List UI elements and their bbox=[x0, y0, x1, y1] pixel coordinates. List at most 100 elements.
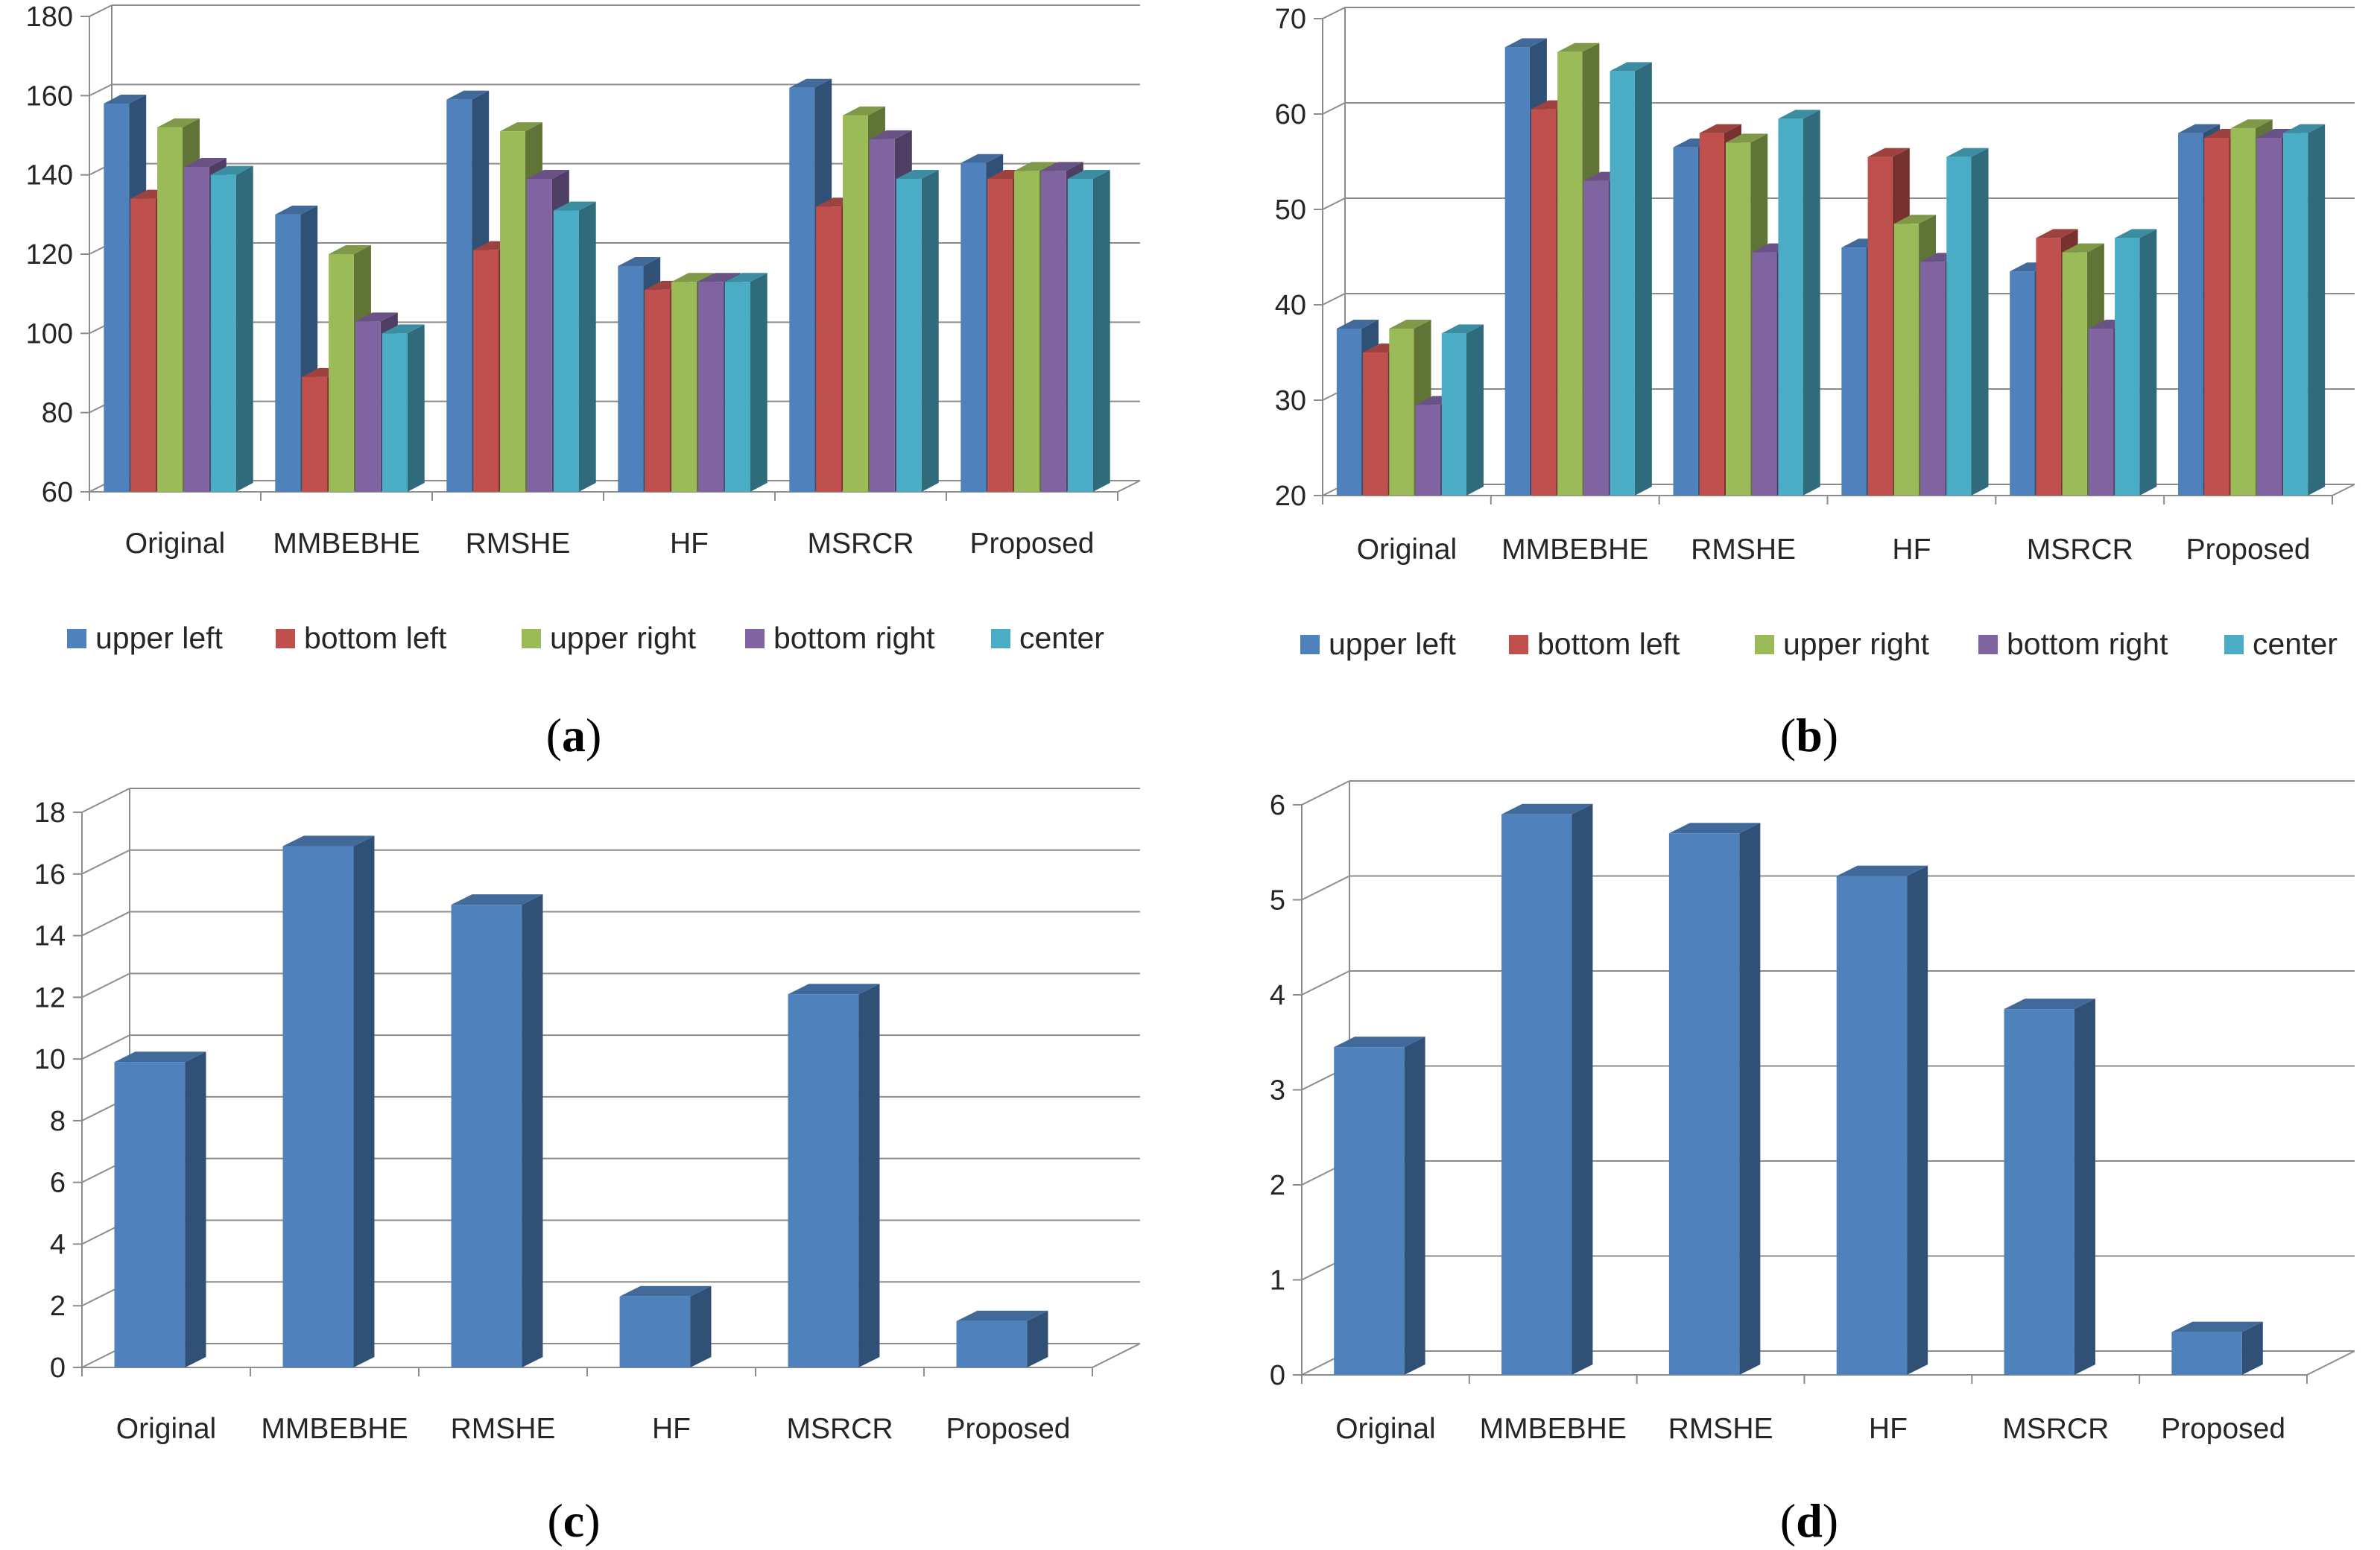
gridline-depth bbox=[1322, 102, 1346, 115]
y-tick-label: 8 bbox=[50, 1106, 66, 1137]
bar-front bbox=[788, 994, 859, 1367]
bar-top bbox=[788, 984, 880, 995]
category-label: HF bbox=[1869, 1413, 1908, 1445]
bar-top bbox=[1836, 865, 1928, 876]
bar-front bbox=[446, 99, 472, 492]
y-tick-label: 0 bbox=[50, 1353, 66, 1384]
y-tick-label: 80 bbox=[42, 398, 73, 429]
bar-front bbox=[1363, 352, 1388, 496]
bar-top bbox=[2230, 119, 2273, 129]
bar-side bbox=[1907, 865, 1928, 1375]
bar bbox=[2282, 124, 2326, 496]
y-tick-label: 50 bbox=[1275, 194, 1306, 226]
category-label: HF bbox=[1892, 534, 1931, 566]
bar-top bbox=[671, 273, 714, 282]
y-tick-label: 140 bbox=[26, 160, 73, 192]
bar-front bbox=[282, 846, 354, 1367]
category-label: Proposed bbox=[2161, 1413, 2285, 1445]
legend-swatch bbox=[1978, 635, 1998, 654]
gridline-depth bbox=[1301, 875, 1350, 901]
bar-top bbox=[2062, 243, 2104, 253]
bar bbox=[2171, 1321, 2263, 1375]
y-tick-label: 3 bbox=[1270, 1075, 1285, 1107]
bar-front bbox=[553, 210, 579, 492]
legend-label: center bbox=[2253, 627, 2338, 661]
category-label: RMSHE bbox=[451, 1413, 556, 1445]
legend-item: center bbox=[991, 621, 1104, 655]
legend-swatch bbox=[1300, 635, 1320, 654]
bar bbox=[1836, 865, 1928, 1375]
bar-front bbox=[869, 139, 895, 493]
gridline-depth bbox=[81, 972, 130, 999]
bar-top bbox=[896, 169, 939, 179]
bar-top bbox=[1668, 823, 1761, 834]
bar-top bbox=[843, 106, 885, 116]
bar-front bbox=[697, 282, 724, 492]
bar-front bbox=[789, 87, 815, 492]
bar-top bbox=[619, 1285, 712, 1297]
bar bbox=[896, 169, 939, 492]
y-tick-label: 100 bbox=[26, 318, 73, 349]
category-label: MSRCR bbox=[2002, 1413, 2109, 1445]
category-label: HF bbox=[652, 1413, 691, 1445]
bar-top bbox=[355, 312, 398, 322]
bar bbox=[1067, 169, 1110, 492]
bar-top bbox=[451, 894, 543, 905]
bar-front bbox=[2230, 128, 2256, 496]
bar-top bbox=[1336, 320, 1379, 329]
bar-front bbox=[1752, 252, 1777, 496]
gridline-depth bbox=[1301, 780, 1350, 806]
bar-top bbox=[724, 273, 768, 282]
legend-swatch bbox=[745, 629, 765, 648]
bar-top bbox=[500, 122, 542, 132]
bar bbox=[1501, 803, 1593, 1375]
bar-front bbox=[618, 265, 644, 492]
bar-top bbox=[210, 165, 253, 175]
bar-front bbox=[1531, 109, 1557, 496]
bar-top bbox=[104, 94, 147, 104]
bar-front bbox=[1067, 178, 1093, 492]
bar-front bbox=[2088, 329, 2114, 496]
bar-top bbox=[382, 324, 425, 334]
bar-side bbox=[578, 201, 596, 492]
bar-top bbox=[1441, 324, 1484, 334]
bar bbox=[724, 273, 768, 492]
category-label: MMBEBHE bbox=[1480, 1413, 1627, 1445]
panel-label-c: (c) bbox=[547, 1494, 600, 1547]
bar-side bbox=[2241, 1321, 2263, 1375]
y-tick-label: 12 bbox=[34, 982, 66, 1013]
category-label: RMSHE bbox=[1668, 1413, 1773, 1445]
bar-front bbox=[275, 214, 301, 492]
bar-front bbox=[355, 321, 381, 492]
bar-front bbox=[2256, 138, 2282, 496]
legend-item: bottom right bbox=[745, 621, 935, 655]
gridline-depth bbox=[81, 911, 130, 937]
bar-front bbox=[2010, 271, 2035, 496]
gridline-depth bbox=[1322, 7, 1346, 19]
bar-front bbox=[1946, 156, 1972, 496]
series-center bbox=[210, 165, 1110, 492]
bar-front bbox=[2062, 252, 2087, 496]
legend-item: center bbox=[2224, 627, 2338, 661]
category-label: Original bbox=[1357, 534, 1457, 566]
bar-front bbox=[473, 250, 499, 492]
bar bbox=[1610, 62, 1652, 496]
bar-front bbox=[210, 174, 236, 492]
y-tick-label: 16 bbox=[34, 859, 66, 891]
y-tick-label: 14 bbox=[34, 921, 66, 952]
y-tick-label: 2 bbox=[1270, 1170, 1285, 1201]
y-tick-label: 160 bbox=[26, 80, 73, 112]
bar-top bbox=[1893, 215, 1937, 224]
bar-top bbox=[789, 78, 832, 88]
category-label: MSRCR bbox=[2027, 534, 2133, 566]
category-label: Proposed bbox=[946, 1413, 1071, 1445]
bar-top bbox=[2004, 999, 2095, 1010]
bar-side bbox=[1971, 148, 1989, 496]
floor-side-edge bbox=[1092, 1343, 1141, 1368]
bar-side bbox=[235, 165, 253, 492]
bar-side bbox=[2139, 229, 2157, 496]
bar-front bbox=[1504, 47, 1530, 496]
